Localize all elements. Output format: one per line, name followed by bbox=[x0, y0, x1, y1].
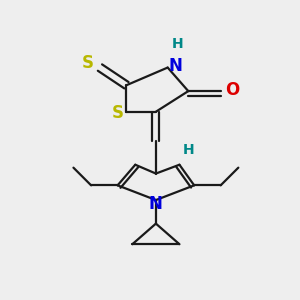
Text: S: S bbox=[112, 104, 124, 122]
Text: N: N bbox=[149, 196, 163, 214]
Text: S: S bbox=[82, 54, 94, 72]
Text: O: O bbox=[225, 81, 240, 99]
Text: H: H bbox=[182, 143, 194, 157]
Text: H: H bbox=[172, 37, 184, 51]
Text: N: N bbox=[168, 57, 182, 75]
